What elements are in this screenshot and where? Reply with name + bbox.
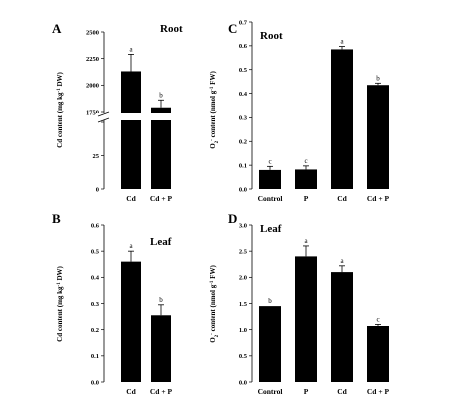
bar — [259, 169, 281, 189]
category-label: Cd — [337, 387, 347, 396]
y-tick-label: 0.2 — [91, 327, 99, 334]
y-tick-label: 0.0 — [239, 379, 247, 386]
bar — [295, 169, 317, 189]
y-tick-label: 3.0 — [239, 222, 247, 229]
bar — [367, 85, 389, 189]
bar — [367, 326, 389, 382]
category-label: Cd + P — [367, 194, 390, 203]
axes: 1750 2000 2250 2500 0 25 — [86, 29, 105, 193]
y-tick-label: 1.5 — [239, 301, 248, 308]
axis-break — [96, 111, 178, 123]
category-label: Cd — [126, 387, 136, 396]
significance-letter: b — [268, 297, 272, 305]
panel-a-root-cd: A Root 1750 2000 2250 2500 0 25 a Cd b Cd + P Cd c… — [52, 21, 183, 203]
y-tick-label: 0.5 — [239, 353, 248, 360]
bar — [151, 315, 171, 382]
y-axis-label: Cd content (mg kg-1 DW) — [56, 71, 64, 147]
category-label: Control — [258, 194, 283, 203]
bar — [121, 261, 141, 382]
category-label: Cd + P — [367, 387, 390, 396]
axes: 0.0 0.5 1.0 1.5 2.0 2.5 3.0 — [239, 222, 253, 386]
category-label: Cd — [337, 194, 347, 203]
panel-d-leaf-o2: D Leaf 0.0 0.5 1.0 1.5 2.0 2.5 3.0 b Control a Pa C… — [209, 211, 390, 396]
y-tick-label: 0.6 — [239, 43, 248, 50]
significance-letter: a — [304, 237, 308, 245]
y-tick-label: 1750 — [86, 109, 99, 116]
axis-break-mark — [97, 111, 110, 117]
bars: a Cd b Cd + P — [121, 45, 173, 203]
y-tick-label: 0.3 — [91, 301, 100, 308]
panel-letter: D — [228, 211, 237, 226]
y-tick-label: 0.7 — [239, 19, 248, 26]
axes: 0.0 0.1 0.2 0.3 0.4 0.5 0.6 — [91, 222, 105, 386]
panel-letter: B — [52, 211, 61, 226]
y-tick-label: 0.5 — [239, 67, 248, 74]
y-tick-label: 1.0 — [239, 327, 247, 334]
significance-letter: a — [340, 38, 344, 46]
panel-title: Root — [260, 30, 283, 42]
significance-letter: c — [268, 157, 271, 165]
category-label: Control — [258, 387, 283, 396]
bar — [295, 256, 317, 382]
axis-break-gap — [96, 113, 178, 120]
y-tick-label: 0.4 — [91, 275, 100, 282]
y-tick-label: 0.1 — [239, 162, 247, 169]
y-axis-label: Cd content (mg kg-1 DW) — [56, 265, 64, 341]
y-tick-label: 0.3 — [239, 115, 248, 122]
y-tick-label: 2250 — [86, 56, 99, 63]
significance-letter: b — [376, 74, 380, 82]
y-tick-label: 0.2 — [239, 139, 247, 146]
y-tick-label: 0.5 — [91, 248, 100, 255]
panel-letter: A — [52, 21, 62, 36]
panel-title: Leaf — [260, 223, 282, 235]
axes: 0.0 0.1 0.2 0.3 0.4 0.5 0.6 0.7 — [239, 19, 253, 193]
y-tick-label: 2000 — [86, 83, 99, 90]
bar — [259, 306, 281, 382]
bar — [331, 272, 353, 382]
bars: b Control a Pa Cd c Cd + P — [258, 237, 390, 396]
panel-b-leaf-cd: B Leaf 0.0 0.1 0.2 0.3 0.4 0.5 0.6 a Cd b Cd + P Cd… — [52, 211, 173, 396]
y-tick-label: 0.1 — [91, 353, 99, 360]
y-tick-label: 0.0 — [91, 379, 99, 386]
category-label: P — [304, 387, 309, 396]
significance-letter: c — [304, 157, 307, 165]
significance-letter: a — [129, 45, 133, 53]
bar — [151, 107, 171, 189]
y-tick-label: 0.4 — [239, 91, 248, 98]
bar — [331, 49, 353, 189]
axis-break-mark — [97, 117, 110, 123]
panel-title: Leaf — [150, 236, 172, 248]
panel-letter: C — [228, 21, 237, 36]
significance-letter: b — [159, 296, 163, 304]
y-tick-label: 0 — [96, 186, 99, 193]
panel-c-root-o2: C Root 0.00.10.20.30.40.50.60.7cControlc… — [209, 19, 390, 203]
y-tick-label: 25 — [93, 153, 100, 160]
y-axis-label: O2- content (nmol g-1 FW) — [209, 71, 220, 149]
category-label: Cd — [126, 194, 136, 203]
y-tick-label: 0.0 — [239, 186, 247, 193]
significance-letter: b — [159, 91, 163, 99]
bars: c Control c Pa Cd b Cd + P — [258, 38, 390, 203]
y-tick-label: 2.0 — [239, 275, 247, 282]
bars: a Cd b Cd + P — [121, 242, 173, 396]
y-tick-label: 0.6 — [91, 222, 100, 229]
bar — [121, 71, 141, 189]
y-axis-label: O2- content (nmol g-1 FW) — [209, 265, 220, 343]
y-tick-label: 2.5 — [239, 248, 248, 255]
category-label: P — [304, 194, 309, 203]
category-label: Cd + P — [150, 194, 173, 203]
y-tick-label: 2500 — [86, 29, 99, 36]
significance-letter: a — [129, 242, 133, 250]
significance-letter: a — [340, 257, 344, 265]
significance-letter: c — [376, 315, 379, 323]
category-label: Cd + P — [150, 387, 173, 396]
panel-title: Root — [160, 23, 183, 35]
